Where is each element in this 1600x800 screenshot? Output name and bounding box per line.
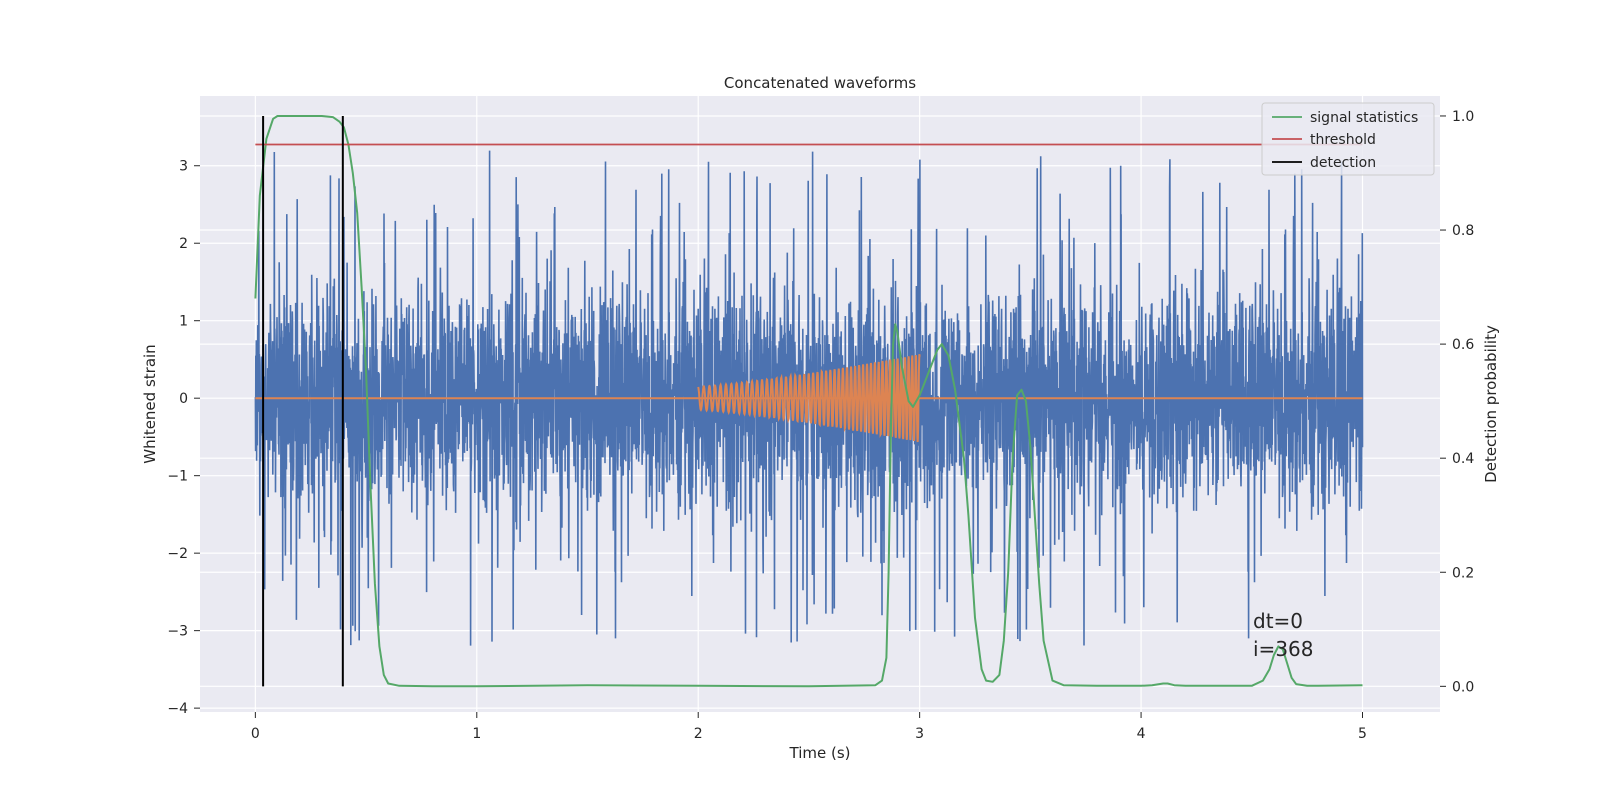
y-tick-label: 0	[179, 391, 188, 407]
y-tick-label: −1	[167, 469, 188, 485]
x-tick-label: 1	[472, 726, 481, 742]
series-layer	[254, 150, 1364, 646]
x-tick-label: 0	[251, 726, 260, 742]
y2-tick-label: 0.4	[1452, 451, 1474, 467]
y2-tick-label: 1.0	[1452, 109, 1474, 125]
y-axis-label: Whitened strain	[141, 344, 159, 463]
legend-label-threshold: threshold	[1310, 132, 1376, 148]
legend-box	[1261, 102, 1435, 176]
y2-tick-label: 0.2	[1452, 565, 1474, 581]
y2-axis-label: Detection probability	[1482, 325, 1500, 483]
y2-tick-label: 0.6	[1452, 337, 1474, 353]
x-tick-label: 5	[1358, 726, 1367, 742]
y-tick-label: 2	[179, 236, 188, 252]
x-axis-label: Time (s)	[789, 744, 851, 762]
legend: signal statistics threshold detection	[1261, 102, 1435, 176]
legend-label-signal-statistics: signal statistics	[1310, 110, 1418, 126]
x-tick-label: 3	[915, 726, 924, 742]
legend-label-detection: detection	[1310, 155, 1376, 171]
chart-title: Concatenated waveforms	[724, 74, 916, 92]
axis-layer: 0 1 2 3 4 5 3 2 1 0 −1 −2 −3 −4 1.0 0.8 0.6 0.4 0.2 0.0	[167, 109, 1474, 742]
x-tick-label: 4	[1137, 726, 1146, 742]
signal-statistics-line	[254, 115, 1363, 688]
y-tick-label: 3	[179, 159, 188, 175]
y2-tick-label: 0.0	[1452, 679, 1474, 695]
y-tick-label: 1	[179, 314, 188, 330]
template-chirp-line	[697, 354, 921, 443]
y-tick-label: −2	[167, 546, 188, 562]
x-tick-label: 2	[694, 726, 703, 742]
y-tick-label: −3	[167, 624, 188, 640]
overlay-layer	[254, 115, 1363, 688]
y-tick-label: −4	[167, 701, 188, 717]
annotation-dt: dt=0	[1253, 609, 1303, 633]
annotation-index: i=368	[1253, 637, 1314, 661]
y2-tick-label: 0.8	[1452, 223, 1474, 239]
